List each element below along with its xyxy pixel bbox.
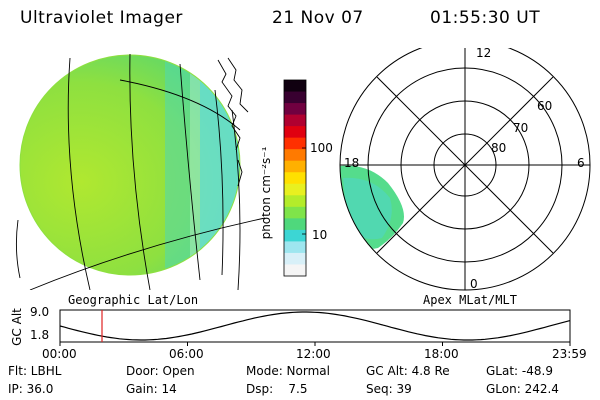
instrument-title: Ultraviolet Imager bbox=[20, 8, 183, 28]
mlt-label-18: 18 bbox=[344, 156, 360, 170]
color-scale-step bbox=[284, 195, 306, 208]
mlt-label-12: 12 bbox=[476, 46, 492, 60]
glon-info: GLon: 242.4 bbox=[486, 382, 559, 396]
alt-plot-ymin: 1.8 bbox=[30, 328, 50, 342]
mode-info: Mode: Normal bbox=[246, 364, 330, 378]
color-scale-step bbox=[284, 114, 306, 127]
color-scale: photon cm⁻²s⁻¹ bbox=[262, 79, 307, 277]
color-scale-step bbox=[284, 80, 306, 93]
mlat-label-70: 70 bbox=[513, 121, 529, 135]
coastline bbox=[217, 57, 249, 187]
color-scale-step bbox=[284, 183, 306, 196]
time-label: 01:55:30 UT bbox=[430, 8, 541, 28]
color-scale-unit: photon cm⁻²s⁻¹ bbox=[262, 146, 273, 239]
geographic-image bbox=[15, 53, 266, 290]
lat-grid bbox=[29, 79, 266, 290]
dsp-info: Dsp: 7.5 bbox=[246, 382, 308, 396]
polar-plot bbox=[339, 48, 591, 291]
door-info: Door: Open bbox=[126, 364, 195, 378]
color-scale-step bbox=[284, 149, 306, 162]
date-label: 21 Nov 07 bbox=[272, 8, 364, 28]
color-scale-step bbox=[284, 218, 306, 231]
seq-info: Seq: 39 bbox=[366, 382, 412, 396]
alt-x-tick-1800: 18:00 bbox=[424, 347, 459, 361]
color-scale-step bbox=[284, 241, 306, 254]
altitude-curve bbox=[59, 311, 571, 341]
gc-alt-info: GC Alt: 4.8 Re bbox=[366, 364, 450, 378]
color-scale-step bbox=[284, 229, 306, 242]
mlt-label-0: 0 bbox=[470, 277, 478, 291]
color-scale-tick-10: 10 bbox=[312, 228, 328, 242]
mlat-label-60: 60 bbox=[537, 99, 553, 113]
geographic-label: Geographic Lat/Lon bbox=[68, 293, 199, 307]
color-scale-step bbox=[284, 126, 306, 139]
altitude-plot bbox=[59, 309, 571, 346]
color-scale-step bbox=[284, 91, 306, 104]
color-scale-step bbox=[284, 206, 306, 219]
color-scale-step bbox=[284, 137, 306, 150]
alt-plot-ymax: 9.0 bbox=[30, 305, 50, 319]
alt-x-tick-0000: 00:00 bbox=[42, 347, 77, 361]
glat-info: GLat: -48.9 bbox=[486, 364, 553, 378]
color-scale-step bbox=[284, 172, 306, 185]
color-scale-bar bbox=[284, 80, 306, 277]
alt-plot-ylabel: GC Alt bbox=[9, 308, 24, 346]
mlat-label-80: 80 bbox=[491, 141, 507, 155]
color-scale-step bbox=[284, 160, 306, 173]
color-scale-step bbox=[284, 252, 306, 265]
alt-x-tick-1200: 12:00 bbox=[296, 347, 331, 361]
gain-info: Gain: 14 bbox=[126, 382, 177, 396]
color-scale-tick-100: 100 bbox=[310, 141, 333, 155]
ip-info: IP: 36.0 bbox=[8, 382, 54, 396]
polar-grid bbox=[339, 48, 591, 291]
lon-grid bbox=[15, 53, 241, 290]
mlt-label-6: 6 bbox=[577, 156, 585, 170]
filter-info: Flt: LBHL bbox=[8, 364, 62, 378]
alt-x-tick-0600: 06:00 bbox=[169, 347, 204, 361]
color-scale-step bbox=[284, 103, 306, 116]
apex-label: Apex MLat/MLT bbox=[423, 293, 517, 307]
color-scale-step bbox=[284, 264, 306, 277]
alt-x-tick-2359: 23:59 bbox=[552, 347, 587, 361]
